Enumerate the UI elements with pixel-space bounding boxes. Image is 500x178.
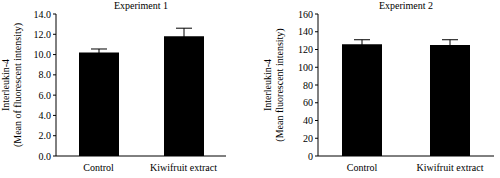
svg-text:80: 80 <box>303 80 313 91</box>
svg-text:Kiwifruit extract: Kiwifruit extract <box>150 162 217 173</box>
svg-text:Control: Control <box>83 162 114 173</box>
svg-text:120: 120 <box>298 44 313 55</box>
svg-text:2.0: 2.0 <box>39 130 52 141</box>
svg-text:160: 160 <box>298 9 313 20</box>
svg-text:Interleukin-4(Mean of fluoresc: Interleukin-4(Mean of fluorescent intens… <box>8 23 24 147</box>
svg-text:8.0: 8.0 <box>39 69 52 80</box>
svg-text:Control: Control <box>347 162 378 173</box>
svg-text:140: 140 <box>298 26 313 37</box>
html-text:Experiment 1: Experiment 1 <box>113 0 169 11</box>
svg-text:Interleukin-4(Mean fluorescent: Interleukin-4(Mean fluorescent intensity… <box>262 28 286 141</box>
svg-text:10.0: 10.0 <box>34 49 52 60</box>
svg-text:20: 20 <box>303 133 313 144</box>
svg-text:14.0: 14.0 <box>34 9 52 20</box>
svg-text:0.0: 0.0 <box>39 151 52 162</box>
svg-text:0: 0 <box>308 151 313 162</box>
svg-text:4.0: 4.0 <box>39 110 52 121</box>
svg-text:60: 60 <box>303 97 313 108</box>
html-text:Experiment 2: Experiment 2 <box>378 0 434 11</box>
html-text:Interleukin-4: Interleukin-4 <box>0 58 11 112</box>
svg-text:100: 100 <box>298 62 313 73</box>
svg-text:Kiwifruit extract: Kiwifruit extract <box>417 162 484 173</box>
svg-text:40: 40 <box>303 115 313 126</box>
svg-text:6.0: 6.0 <box>39 90 52 101</box>
svg-text:12.0: 12.0 <box>34 29 52 40</box>
